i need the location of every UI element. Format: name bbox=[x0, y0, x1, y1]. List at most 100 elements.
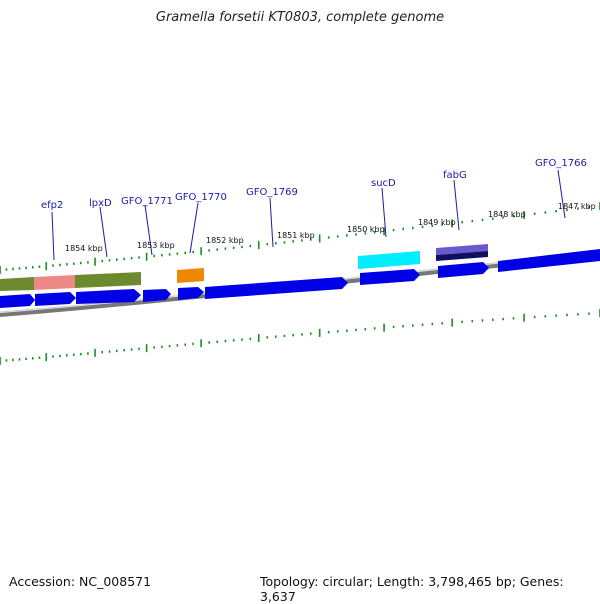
outer-tick bbox=[45, 262, 48, 271]
accession-text: Accession: NC_008571 bbox=[9, 574, 152, 589]
outer-tick bbox=[59, 263, 61, 267]
outer-tick bbox=[138, 256, 140, 259]
inner-tick bbox=[383, 323, 385, 332]
outer-tick bbox=[373, 231, 376, 234]
inner-tick bbox=[283, 334, 286, 338]
inner-tick bbox=[421, 323, 424, 326]
inner-tick bbox=[192, 342, 194, 346]
outer-tick bbox=[471, 219, 474, 223]
inner-tick bbox=[216, 340, 219, 343]
gene-label-gfo1771: GFO_1771 bbox=[121, 196, 173, 207]
callout-lpxD bbox=[99, 206, 108, 258]
inner-tick bbox=[355, 328, 357, 332]
inner-tick bbox=[45, 353, 48, 362]
gene-callouts bbox=[51, 169, 566, 261]
feature-pink bbox=[34, 275, 75, 290]
outer-tick bbox=[168, 253, 171, 256]
inner-tick bbox=[94, 348, 96, 357]
feature-row-top bbox=[0, 244, 488, 291]
cds-arrow-1 bbox=[0, 294, 35, 308]
inner-tick bbox=[523, 313, 525, 322]
outer-tick bbox=[327, 236, 330, 239]
outer-tick bbox=[108, 259, 111, 262]
inner-tick bbox=[431, 322, 434, 326]
outer-tick bbox=[115, 258, 118, 261]
cds-arrow-fabG bbox=[438, 262, 489, 278]
inner-tick bbox=[402, 325, 404, 328]
feature-cyan bbox=[358, 251, 420, 269]
feature-olive-2 bbox=[75, 272, 141, 288]
inner-tick bbox=[101, 350, 104, 354]
outer-tick bbox=[208, 249, 210, 252]
inner-tick bbox=[301, 333, 303, 336]
inner-tick bbox=[491, 318, 494, 321]
callout-sucD bbox=[381, 187, 387, 238]
outer-tick bbox=[87, 261, 89, 264]
outer-tick bbox=[80, 261, 82, 265]
kbp-label-1850: 1850 kbp bbox=[347, 225, 385, 234]
callout-gfo1770 bbox=[189, 202, 199, 254]
outer-tick bbox=[130, 257, 133, 260]
inner-tick bbox=[52, 355, 54, 358]
outer-tick bbox=[176, 252, 179, 255]
outer-tick bbox=[577, 207, 579, 210]
inner-tick bbox=[441, 322, 444, 325]
gene-label-sucD: sucD bbox=[371, 178, 396, 189]
inner-tick bbox=[5, 359, 8, 362]
kbp-label-1847: 1847 kbp bbox=[558, 202, 596, 211]
outer-tick bbox=[555, 210, 557, 213]
outer-tick bbox=[0, 266, 1, 274]
kbp-label-1851: 1851 kbp bbox=[277, 231, 315, 240]
outer-tick bbox=[38, 265, 41, 268]
inner-tick bbox=[161, 345, 163, 348]
inner-tick bbox=[115, 349, 118, 353]
cds-arrow-gfo1769 bbox=[205, 277, 348, 299]
outer-tick bbox=[200, 247, 202, 256]
inner-tick bbox=[130, 348, 133, 351]
inner-tick bbox=[249, 337, 252, 341]
gene-label-gfo1769: GFO_1769 bbox=[246, 187, 298, 198]
inner-tick bbox=[336, 330, 339, 333]
inner-tick bbox=[12, 358, 14, 362]
outer-tick bbox=[5, 268, 8, 271]
inner-tick bbox=[373, 327, 376, 330]
inner-tick bbox=[309, 332, 312, 335]
outer-tick bbox=[283, 241, 286, 244]
outer-tick-ring bbox=[0, 202, 600, 274]
outer-tick bbox=[232, 246, 235, 250]
outer-tick bbox=[431, 224, 434, 227]
kbp-label-1848: 1848 kbp bbox=[488, 210, 526, 219]
outer-tick bbox=[402, 227, 404, 231]
outer-tick bbox=[441, 223, 444, 226]
inner-tick bbox=[588, 312, 590, 315]
outer-tick bbox=[512, 215, 515, 218]
outer-tick bbox=[123, 257, 125, 261]
cds-arrow-gfo1766 bbox=[498, 249, 600, 272]
inner-tick bbox=[232, 339, 235, 342]
callout-fabG bbox=[453, 179, 460, 231]
outer-tick bbox=[318, 234, 321, 243]
inner-tick bbox=[266, 336, 269, 339]
gene-label-efp2: efp2 bbox=[41, 200, 63, 211]
inner-tick bbox=[224, 339, 227, 343]
outer-tick bbox=[383, 227, 385, 236]
outer-tick bbox=[216, 248, 219, 251]
outer-tick bbox=[502, 216, 504, 219]
outer-tick bbox=[301, 239, 303, 242]
feature-purple bbox=[436, 244, 488, 255]
outer-tick bbox=[421, 225, 424, 229]
outer-tick bbox=[533, 212, 536, 215]
inner-tick-ring bbox=[0, 309, 600, 365]
kbp-label-1854: 1854 kbp bbox=[65, 244, 103, 253]
inner-tick bbox=[176, 344, 179, 347]
inner-tick bbox=[461, 320, 463, 324]
inner-tick bbox=[364, 327, 367, 331]
outer-tick bbox=[52, 264, 54, 267]
inner-tick bbox=[346, 329, 348, 332]
gene-label-gfo1770: GFO_1770 bbox=[175, 192, 227, 203]
outer-tick bbox=[412, 226, 414, 230]
inner-tick bbox=[257, 334, 260, 343]
inner-tick bbox=[533, 315, 536, 319]
inner-tick bbox=[451, 318, 453, 327]
